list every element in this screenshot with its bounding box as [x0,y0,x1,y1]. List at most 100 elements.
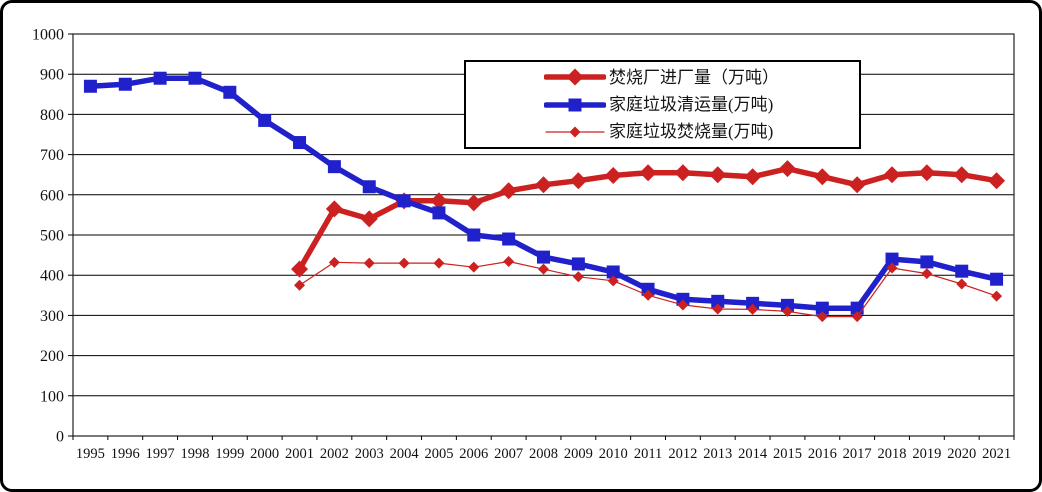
line-chart: 0 100 200 300 400 500 600 700 800 900 1000 1995 1996… [32,27,1015,462]
series-marker [885,252,899,266]
series-marker [642,289,654,301]
series-2 [294,256,1003,323]
series-marker [433,257,445,269]
legend-label: 家庭垃圾清运量(万吨) [609,95,774,114]
x-axis-tick-label: 2011 [634,446,662,462]
series-marker [325,200,343,218]
x-axis-tick-label: 2004 [390,446,420,462]
series-marker [677,299,689,311]
x-axis-tick-label: 2006 [459,446,488,462]
series-marker [709,166,727,184]
series-marker [848,176,866,194]
legend-marker-icon [544,68,606,86]
series-marker [293,136,307,150]
series-marker [362,180,376,194]
series-marker [118,77,132,91]
series-marker [503,256,515,268]
series-marker [604,167,622,185]
series-marker [816,311,828,323]
legend-marker-icon [544,98,606,111]
series-marker [674,164,692,182]
series-marker [363,257,375,269]
x-axis-tick-label: 2021 [982,446,1011,462]
series-marker [467,228,481,242]
series-marker [851,311,863,323]
x-axis-tick-label: 2005 [424,446,453,462]
x-axis-tick-label: 2012 [668,446,697,462]
series-marker [223,85,237,99]
series-marker [676,292,690,306]
series-marker [502,232,516,246]
series-marker [291,260,309,278]
series-marker [744,168,762,186]
series-marker [258,113,272,127]
series-marker [360,210,378,228]
x-axis-tick-label: 2018 [878,446,907,462]
series-marker [641,282,655,296]
series-marker [606,265,620,279]
x-axis-tick-label: 2020 [947,446,976,462]
x-axis-tick-label: 2010 [599,446,628,462]
series-marker [535,176,552,194]
series-marker [188,71,202,85]
series-marker [294,279,306,291]
series-marker [712,303,724,315]
x-axis-tick-label: 2019 [912,446,941,462]
y-axis-tick-label: 0 [56,429,64,446]
series-marker [572,271,584,283]
series-marker [953,166,971,184]
series-marker [468,261,480,273]
series-marker [883,166,901,184]
x-axis-tick-label: 2013 [703,446,732,462]
series-marker [398,257,410,269]
series-marker [778,160,796,178]
series-marker [920,255,934,269]
series-marker [571,257,585,271]
legend-item: 焚烧厂进厂量（万吨） [544,65,859,89]
x-axis-tick-label: 2009 [564,446,593,462]
series-marker [886,262,898,274]
series-marker [607,275,619,287]
x-axis-tick-label: 2014 [738,446,768,462]
series-marker [537,250,550,264]
series-0 [291,160,1006,278]
series-marker [747,303,759,315]
y-axis-tick-label: 800 [40,107,64,124]
x-axis-tick-label: 2007 [494,446,523,462]
series-marker [327,160,341,174]
legend-marker-icon [545,126,605,138]
series-marker [991,290,1003,302]
x-axis-tick-label: 2003 [355,446,384,462]
series-marker [988,172,1006,190]
series-marker [639,164,657,182]
legend-item: 家庭垃圾焚烧量(万吨) [544,120,859,144]
series-marker [328,256,340,268]
legend-marker-shape [566,68,584,86]
x-axis-tick-label: 2000 [250,446,279,462]
y-axis-tick-label: 500 [40,228,64,245]
y-axis-tick-label: 600 [40,187,64,204]
y-axis-tick-label: 1000 [32,27,64,44]
legend-marker-shape [569,126,581,138]
x-axis-tick-label: 1997 [146,446,175,462]
series-marker [955,264,969,278]
series-marker [990,272,1004,286]
series-1 [83,71,1004,315]
y-axis-tick-label: 400 [40,268,64,285]
y-axis-tick-label: 300 [40,308,64,325]
legend-label: 焚烧厂进厂量（万吨） [609,67,779,87]
series-marker [569,172,587,190]
y-axis-tick-label: 700 [40,147,64,164]
series-marker [921,268,933,280]
series-marker [397,194,411,208]
series-marker [780,298,794,312]
series-marker [432,206,446,220]
series-marker [465,194,483,212]
series-marker [813,168,831,186]
x-axis-tick-label: 1996 [111,446,140,462]
series-marker [538,263,549,275]
series-marker [83,79,97,93]
x-axis-tick-label: 2015 [773,446,802,462]
x-axis-tick-label: 2002 [320,446,349,462]
